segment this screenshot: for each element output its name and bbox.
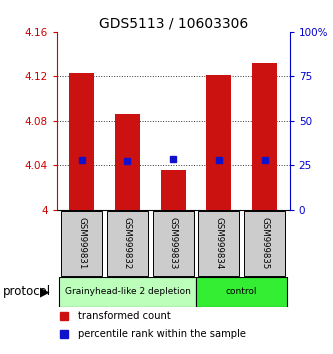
Title: GDS5113 / 10603306: GDS5113 / 10603306 [99, 17, 248, 31]
Text: Grainyhead-like 2 depletion: Grainyhead-like 2 depletion [65, 287, 190, 296]
Text: GSM999833: GSM999833 [168, 217, 178, 269]
Text: transformed count: transformed count [78, 311, 170, 321]
Bar [115, 114, 140, 210]
Text: percentile rank within the sample: percentile rank within the sample [78, 329, 246, 339]
Bar [161, 170, 186, 210]
FancyBboxPatch shape [196, 277, 287, 307]
Text: protocol: protocol [3, 285, 52, 298]
FancyBboxPatch shape [61, 211, 102, 276]
Text: GSM999832: GSM999832 [123, 217, 132, 269]
Bar [206, 75, 231, 210]
Text: GSM999831: GSM999831 [77, 217, 86, 269]
Bar [252, 63, 277, 210]
FancyBboxPatch shape [107, 211, 148, 276]
Text: ▶: ▶ [40, 285, 50, 298]
Text: GSM999834: GSM999834 [214, 217, 223, 269]
FancyBboxPatch shape [244, 211, 285, 276]
Text: control: control [226, 287, 257, 296]
FancyBboxPatch shape [198, 211, 239, 276]
Bar [69, 73, 94, 210]
FancyBboxPatch shape [59, 277, 196, 307]
FancyBboxPatch shape [153, 211, 194, 276]
Text: GSM999835: GSM999835 [260, 217, 269, 269]
